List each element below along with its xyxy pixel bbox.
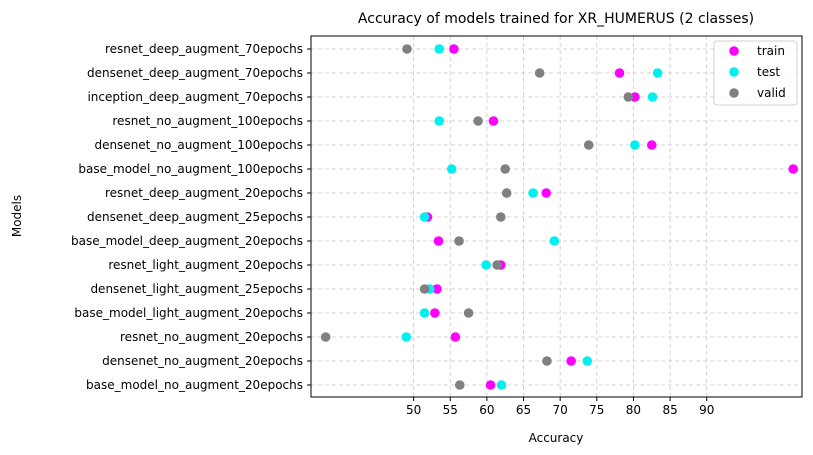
point-valid (402, 44, 412, 54)
point-train (788, 164, 799, 174)
point-valid (419, 284, 430, 294)
point-valid (496, 212, 506, 222)
y-tick-label: densenet_no_augment_20epochs (102, 354, 303, 368)
point-test (401, 332, 412, 342)
point-valid (454, 380, 465, 390)
legend-label-valid: valid (757, 86, 786, 100)
point-test (496, 380, 507, 390)
legend-label-train: train (757, 44, 785, 58)
point-test (419, 212, 430, 222)
point-train (541, 188, 552, 198)
point-valid (534, 68, 545, 78)
y-tick-label: base_model_no_augment_100epochs (78, 162, 303, 176)
point-train (450, 332, 461, 342)
legend-marker-valid (729, 88, 739, 98)
y-tick-label: densenet_no_augment_100epochs (94, 138, 303, 152)
x-tick-label: 80 (626, 403, 641, 417)
y-tick-label: resnet_deep_augment_20epochs (105, 186, 303, 200)
point-test (481, 260, 491, 270)
point-train (485, 380, 496, 390)
point-train (488, 116, 499, 126)
x-tick-label: 65 (516, 403, 531, 417)
chart-title: Accuracy of models trained for XR_HUMERU… (358, 11, 754, 27)
point-valid (320, 332, 331, 342)
x-tick-label: 50 (406, 403, 421, 417)
legend-marker-test (729, 67, 739, 77)
point-test (434, 44, 445, 54)
point-valid (542, 356, 552, 366)
y-tick-label: base_model_no_augment_20epochs (86, 378, 303, 392)
legend: train test valid (713, 40, 798, 106)
point-train (646, 140, 657, 150)
y-tick-label: densenet_light_augment_25epochs (90, 282, 303, 296)
point-valid (583, 140, 594, 150)
point-test (549, 236, 560, 246)
y-tick-label: densenet_deep_augment_70epochs (87, 66, 303, 80)
point-train (449, 44, 459, 54)
legend-label-test: test (757, 65, 780, 79)
ticks-layer: 50 55 60 65 70 75 80 85 90 base_model_no_augment_… (71, 42, 714, 417)
point-test (446, 164, 457, 174)
point-valid (623, 92, 634, 102)
x-tick-label: 75 (589, 403, 604, 417)
y-tick-label: densenet_deep_augment_25epochs (87, 210, 303, 224)
point-train (614, 68, 625, 78)
point-train (432, 284, 442, 294)
y-tick-label: base_model_deep_augment_20epochs (71, 234, 303, 248)
point-train (433, 236, 444, 246)
point-test (630, 140, 640, 150)
y-axis-label: Models (10, 195, 24, 237)
y-tick-label: resnet_no_augment_20epochs (120, 330, 303, 344)
x-tick-label: 70 (553, 403, 568, 417)
point-valid (463, 308, 474, 318)
x-tick-label: 85 (662, 403, 677, 417)
point-train (566, 356, 576, 366)
y-tick-label: base_model_light_augment_20epochs (74, 306, 303, 320)
point-valid (500, 164, 511, 174)
y-tick-label: resnet_deep_augment_70epochs (105, 42, 303, 56)
y-tick-label: resnet_no_augment_100epochs (112, 114, 303, 128)
x-tick-label: 90 (699, 403, 714, 417)
point-test (582, 356, 593, 366)
point-test (647, 92, 658, 102)
point-valid (454, 236, 464, 246)
point-test (419, 308, 430, 318)
legend-marker-train (729, 46, 739, 56)
point-valid (501, 188, 512, 198)
point-valid (473, 116, 483, 126)
point-valid (492, 260, 502, 270)
point-test (434, 116, 445, 126)
y-tick-label: inception_deep_augment_70epochs (87, 90, 303, 104)
point-train (630, 92, 640, 102)
x-tick-label: 55 (443, 403, 458, 417)
x-axis-label: Accuracy (529, 431, 584, 445)
point-test (652, 68, 663, 78)
y-tick-label: resnet_light_augment_20epochs (108, 258, 303, 272)
x-tick-label: 60 (479, 403, 494, 417)
point-test (528, 188, 538, 198)
point-train (430, 308, 440, 318)
points-layer (320, 44, 799, 390)
